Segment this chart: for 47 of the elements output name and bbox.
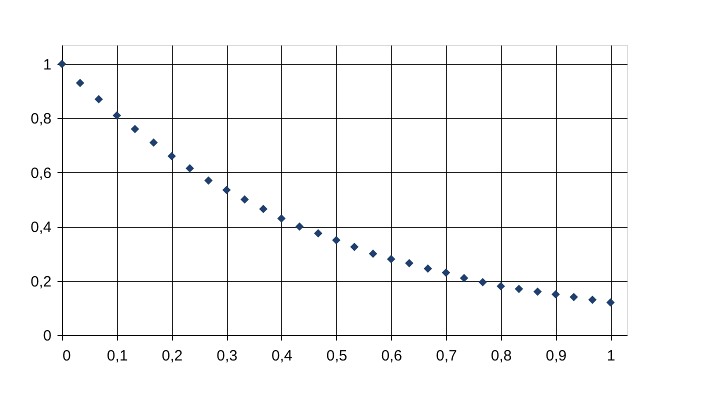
point: [314, 229, 322, 238]
point: [350, 242, 359, 252]
y-tick-label: 1: [43, 56, 52, 74]
point: [460, 274, 468, 282]
point: [149, 138, 158, 147]
point: [588, 296, 597, 304]
point: [606, 298, 615, 307]
point: [186, 164, 194, 172]
x-tick-label: 0,1: [106, 348, 128, 364]
point: [295, 222, 304, 231]
y-tick-label: 0,2: [30, 273, 52, 290]
x-tick-label: 0: [62, 348, 71, 364]
y-tick-label: 0: [43, 328, 52, 344]
point: [204, 176, 213, 185]
point: [240, 195, 249, 204]
point: [533, 287, 542, 296]
point: [168, 152, 176, 160]
point: [277, 214, 286, 223]
point: [76, 78, 84, 88]
point: [130, 124, 140, 134]
x-tick-label: 0,5: [326, 348, 348, 364]
x-tick-label: 0,3: [216, 348, 238, 364]
point: [405, 258, 414, 268]
x-tick-label: 1: [606, 348, 616, 364]
y-tick-label: 0,8: [30, 110, 52, 128]
point: [442, 268, 450, 277]
x-tick-label: 0,7: [436, 348, 457, 364]
x-tick-label: 0,9: [546, 348, 567, 364]
point: [222, 186, 231, 194]
y-tick-label: 0,6: [30, 164, 52, 182]
point: [332, 236, 340, 244]
point: [496, 282, 506, 290]
point: [259, 204, 268, 214]
point: [386, 254, 396, 264]
point: [424, 264, 432, 273]
x-tick-label: 0,2: [162, 348, 183, 364]
point: [514, 284, 524, 294]
point: [478, 278, 487, 286]
point: [552, 290, 560, 299]
x-tick-label: 0,6: [381, 348, 402, 364]
point: [368, 250, 378, 258]
point: [112, 111, 122, 120]
x-tick-label: 0,4: [271, 348, 292, 364]
x-tick-label: 0,8: [490, 348, 512, 364]
point: [94, 95, 103, 104]
point: [570, 292, 578, 302]
y-tick-label: 0,4: [30, 219, 52, 236]
